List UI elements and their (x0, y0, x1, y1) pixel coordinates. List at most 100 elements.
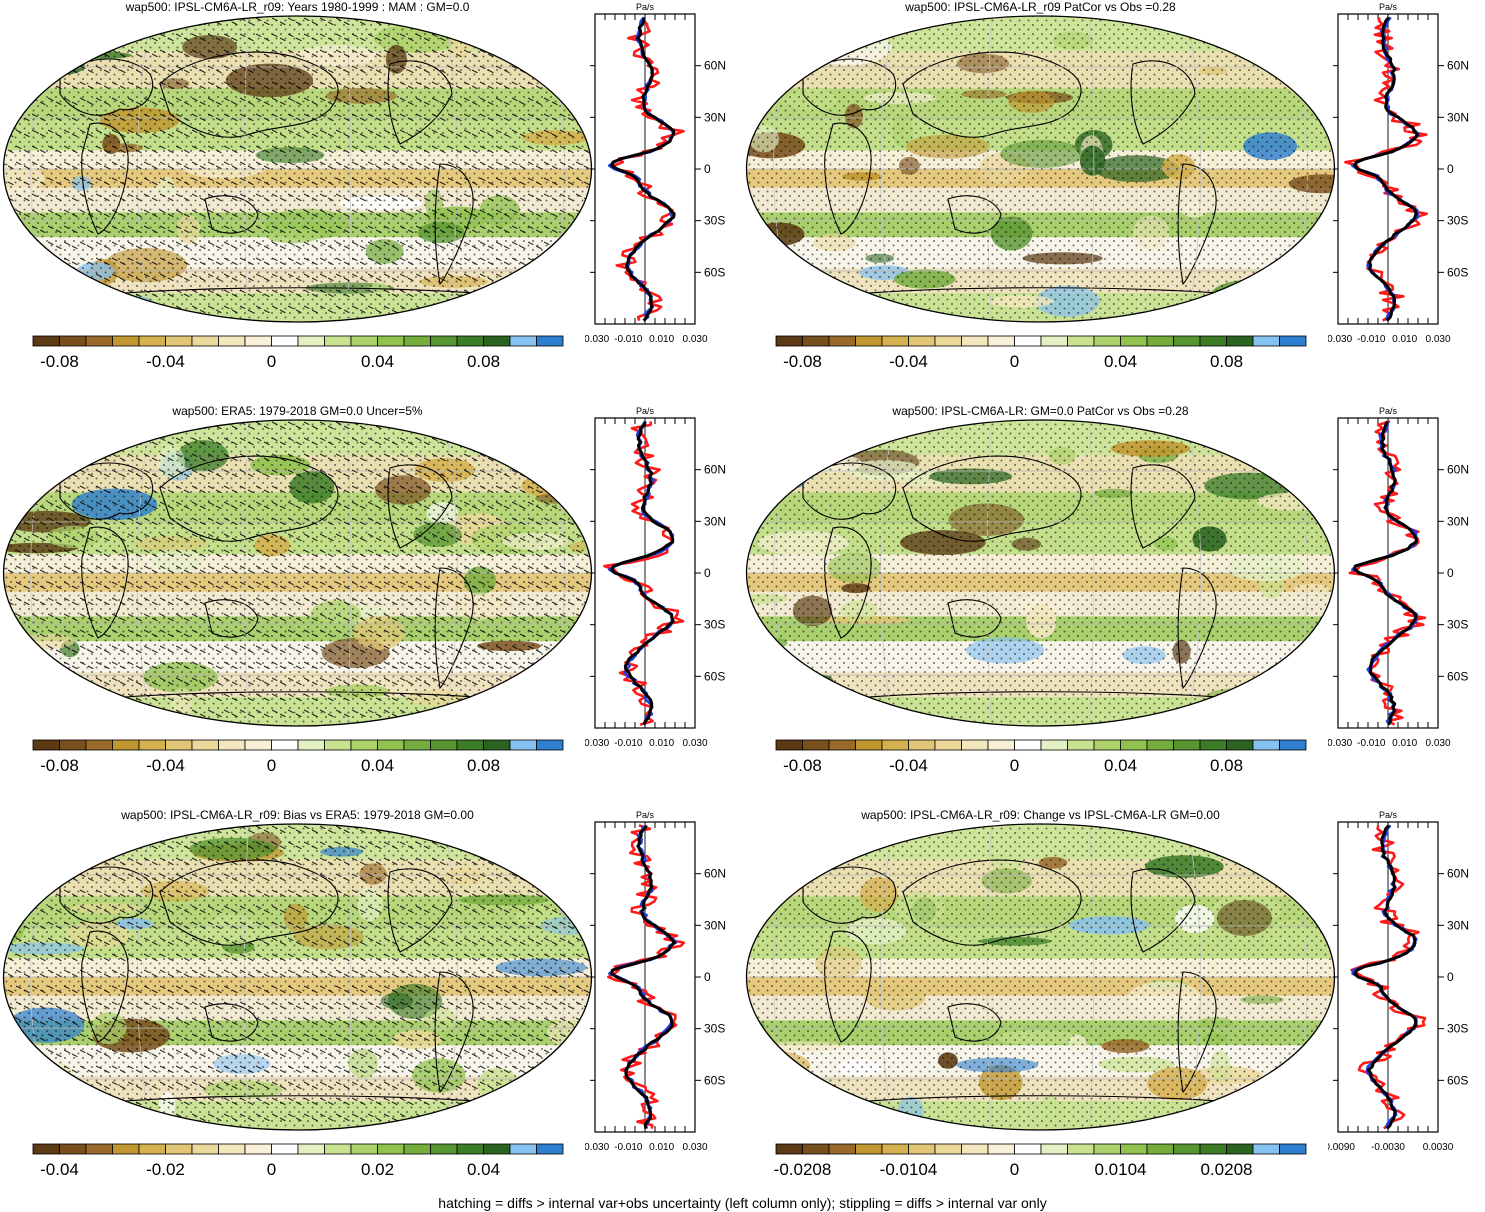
zonal-mean-profile: Pa/s -0.0090 -0.0030 0.0030 60N 30N 0 30S 60S (1328, 808, 1485, 1164)
colorbar-swatch (1014, 1143, 1042, 1155)
colorbar-swatch (138, 335, 166, 347)
colorbar-swatch (456, 335, 484, 347)
profile-lat-tick-label: 0 (1447, 970, 1454, 984)
colorbar-swatch (1279, 739, 1307, 751)
colorbar-swatch (324, 335, 352, 347)
profile-x-tick-label: -0.010 (614, 1142, 643, 1153)
colorbar-swatch (855, 739, 883, 751)
profile-lat-tick-label: 30N (704, 110, 726, 124)
profile-lat-tick-label: 0 (1447, 566, 1454, 580)
colorbar-swatch (934, 335, 962, 347)
colorbar-swatch (908, 739, 936, 751)
colorbar-swatch (1014, 739, 1042, 751)
profile-line-black (1353, 420, 1418, 726)
colorbar-label: 0.08 (467, 352, 500, 371)
zonal-mean-profile: Pa/s -0.030 -0.010 0.010 0.030 60N 30N 0 30S 60S (585, 0, 742, 356)
profile-x-tick-label: -0.030 (585, 334, 610, 345)
robinson-map (743, 822, 1338, 1132)
colorbar-swatch (802, 335, 830, 347)
colorbar-swatch (271, 335, 299, 347)
colorbar-swatch (1120, 335, 1148, 347)
colorbar-label: 0.08 (1210, 756, 1243, 775)
colorbar-swatch (165, 335, 193, 347)
profile-x-tick-label: 0.010 (1392, 738, 1417, 749)
colorbar-swatch (987, 1143, 1015, 1155)
colorbar-swatch (828, 739, 856, 751)
colorbar-label: -0.08 (40, 352, 79, 371)
colorbar: -0.08 -0.04 0 0.04 0.08 (771, 738, 1311, 788)
colorbar-swatch (934, 1143, 962, 1155)
profile-x-tick-label: -0.030 (585, 738, 610, 749)
colorbar: -0.08 -0.04 0 0.04 0.08 (28, 334, 568, 384)
profile-lat-tick-label: 30N (704, 918, 726, 932)
colorbar-swatch (1093, 335, 1121, 347)
colorbar-swatch (1093, 1143, 1121, 1155)
colorbar-label: -0.04 (40, 1160, 79, 1179)
profile-line-blue (1351, 16, 1421, 321)
profile-x-tick-label: 0.010 (1392, 334, 1417, 345)
colorbar-swatch (1173, 335, 1201, 347)
colorbar-swatch (1040, 1143, 1068, 1155)
zonal-mean-profile: Pa/s -0.030 -0.010 0.010 0.030 60N 30N 0 30S 60S (1328, 0, 1485, 356)
profile-lat-tick-label: 30S (1447, 618, 1468, 632)
colorbar-label: 0.04 (467, 1160, 500, 1179)
colorbar-label: 0.08 (1210, 352, 1243, 371)
colorbar-label: -0.0208 (774, 1160, 832, 1179)
colorbar-swatch (85, 335, 113, 347)
colorbar-swatch (350, 335, 378, 347)
colorbar-swatch (430, 335, 458, 347)
colorbar-swatch (1067, 335, 1095, 347)
colorbar-swatch (509, 739, 537, 751)
profile-x-tick-label: 0.010 (649, 1142, 674, 1153)
profile-lat-tick-label: 60N (704, 867, 726, 881)
colorbar-swatch (1252, 335, 1280, 347)
colorbar-label: 0 (1010, 756, 1019, 775)
profile-lat-tick-label: 60S (1447, 669, 1468, 683)
colorbar-swatch (59, 739, 87, 751)
colorbar-swatch (1120, 739, 1148, 751)
profile-units: Pa/s (1379, 406, 1398, 416)
colorbar-swatch (1146, 739, 1174, 751)
profile-lat-tick-label: 60S (704, 669, 725, 683)
colorbar-label: 0.0104 (1095, 1160, 1147, 1179)
profile-lat-tick-label: 30N (704, 514, 726, 528)
colorbar-swatch (881, 335, 909, 347)
colorbar-label: -0.08 (783, 756, 822, 775)
colorbar-swatch (536, 335, 564, 347)
colorbar-swatch (59, 1143, 87, 1155)
colorbar-swatch (324, 1143, 352, 1155)
colorbar-swatch (536, 1143, 564, 1155)
colorbar-swatch (855, 1143, 883, 1155)
colorbar-swatch (165, 1143, 193, 1155)
colorbar-label: -0.04 (146, 756, 185, 775)
profile-lat-tick-label: 60N (1447, 867, 1469, 881)
profile-lat-tick-label: 30S (704, 618, 725, 632)
colorbar-swatch (324, 739, 352, 751)
colorbar-label: 0 (267, 756, 276, 775)
colorbar-swatch (1199, 739, 1227, 751)
colorbar-swatch (1093, 739, 1121, 751)
colorbar-swatch (1199, 1143, 1227, 1155)
profile-x-tick-label: -0.010 (1357, 334, 1386, 345)
panel-title: wap500: IPSL-CM6A-LR: GM=0.0 PatCor vs O… (892, 404, 1189, 418)
profile-units: Pa/s (1379, 2, 1398, 12)
colorbar-label: 0.0208 (1201, 1160, 1253, 1179)
colorbar-swatch (483, 739, 511, 751)
map-panel-5: wap500: IPSL-CM6A-LR_r09: Bias vs ERA5: … (0, 808, 742, 1212)
profile-lat-tick-label: 30N (1447, 514, 1469, 528)
colorbar-swatch (59, 335, 87, 347)
zonal-mean-profile: Pa/s -0.030 -0.010 0.010 0.030 60N 30N 0 30S 60S (1328, 404, 1485, 760)
colorbar-swatch (297, 739, 325, 751)
colorbar-swatch (1279, 1143, 1307, 1155)
colorbar-swatch (32, 739, 60, 751)
colorbar-swatch (297, 1143, 325, 1155)
profile-x-tick-label: -0.030 (1328, 738, 1353, 749)
colorbar-swatch (987, 335, 1015, 347)
colorbar-swatch (1146, 1143, 1174, 1155)
colorbar-swatch (32, 335, 60, 347)
colorbar-swatch (1199, 335, 1227, 347)
map-panel-4: wap500: IPSL-CM6A-LR: GM=0.0 PatCor vs O… (743, 404, 1485, 808)
profile-lat-tick-label: 0 (704, 566, 711, 580)
colorbar-swatch (881, 1143, 909, 1155)
footnote: hatching = diffs > internal var+obs unce… (438, 1195, 1047, 1211)
